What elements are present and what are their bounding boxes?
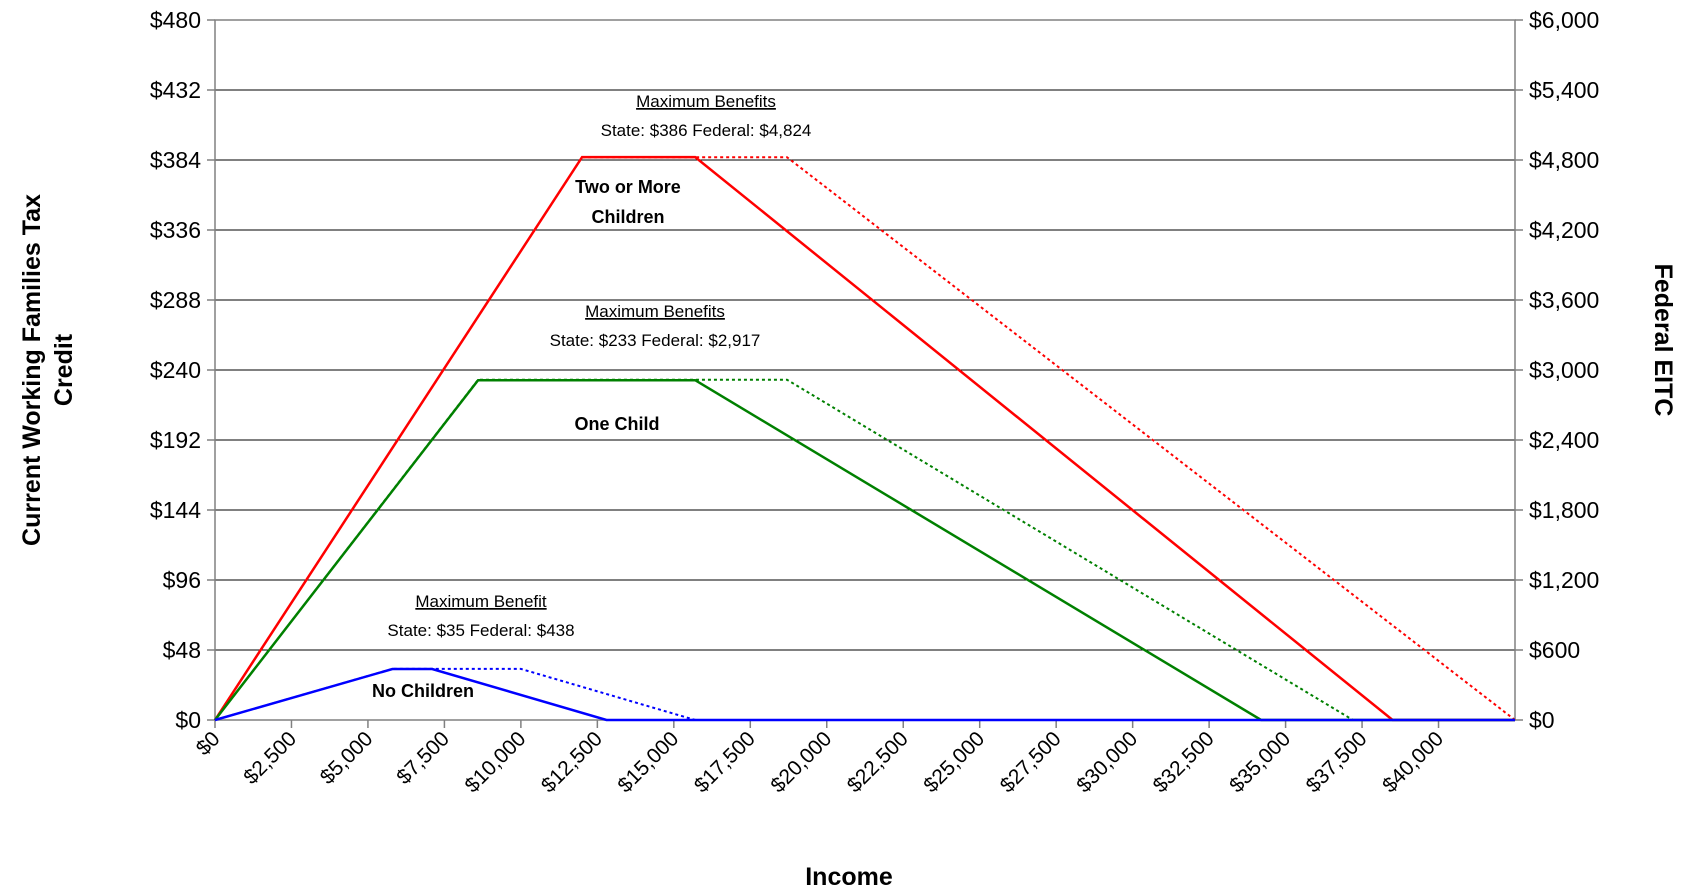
x-tick-label: $15,000 xyxy=(613,727,683,797)
annotation-no-children-text: State: $35 Federal: $438 xyxy=(387,621,574,640)
x-tick-label: $27,500 xyxy=(996,727,1066,797)
left-y-tick-label: $144 xyxy=(150,497,201,523)
gridlines xyxy=(215,89,1515,651)
series-line-no-children-right-dotted xyxy=(214,667,1515,721)
x-axis-title: Income xyxy=(805,863,893,891)
x-tick-labels: $0 $2,500 $5,000 $7,500 $10,000 $12,500 $15,00… xyxy=(192,727,1448,797)
x-tick-label: $20,000 xyxy=(766,727,836,797)
right-y-tick-label: $0 xyxy=(1529,707,1555,733)
x-tick-label: $35,000 xyxy=(1225,727,1295,797)
right-y-tick-label: $1,200 xyxy=(1529,567,1599,593)
right-y-tick-label: $2,400 xyxy=(1529,427,1599,453)
x-tick-label: $32,500 xyxy=(1149,727,1219,797)
x-tick-label: $12,500 xyxy=(537,727,607,797)
left-y-tick-label: $192 xyxy=(150,427,201,453)
x-tick-label: $17,500 xyxy=(690,727,760,797)
left-y-tick-labels: $0 $48 $96 $144 $192 $240 $288 $336 $384 $432 $480 xyxy=(150,7,201,733)
x-tick-label: $25,000 xyxy=(919,727,989,797)
x-tick-label: $30,000 xyxy=(1072,727,1142,797)
x-tick-label: $5,000 xyxy=(316,727,378,789)
right-y-tick-labels: $0 $600 $1,200 $1,800 $2,400 $3,000 $3,600 $4,2… xyxy=(1529,7,1599,733)
left-y-axis-title-line1: Current Working Families Tax xyxy=(18,194,46,546)
left-y-tick-label: $288 xyxy=(150,287,201,313)
left-y-tick-label: $480 xyxy=(150,7,201,33)
left-y-tick-label: $336 xyxy=(150,217,201,243)
annotation-one-child-heading: Maximum Benefits xyxy=(585,302,725,321)
right-y-tick-label: $3,600 xyxy=(1529,287,1599,313)
right-y-tick-label: $6,000 xyxy=(1529,7,1599,33)
left-y-axis-title-line2: Credit xyxy=(50,333,78,406)
series-lines xyxy=(213,155,1516,722)
series-label-two-or-more-line2: Children xyxy=(591,207,664,227)
x-tick-label: $37,500 xyxy=(1302,727,1372,797)
left-y-tick-label: $432 xyxy=(150,77,201,103)
right-y-tick-label: $4,200 xyxy=(1529,217,1599,243)
series-line-two-or-more-children-right-dotted xyxy=(214,156,1516,721)
annotation-no-children-heading: Maximum Benefit xyxy=(415,592,547,611)
axis-ticks xyxy=(207,19,1523,728)
annotation-two-children-text: State: $386 Federal: $4,824 xyxy=(601,121,812,140)
left-y-tick-label: $384 xyxy=(150,147,201,173)
annotation-two-children-heading: Maximum Benefits xyxy=(636,92,776,111)
annotation-one-child-text: State: $233 Federal: $2,917 xyxy=(550,331,761,350)
series-label-two-or-more-line1: Two or More xyxy=(575,177,681,197)
right-y-tick-label: $4,800 xyxy=(1529,147,1599,173)
left-y-tick-label: $96 xyxy=(163,567,201,593)
x-tick-label: $10,000 xyxy=(460,727,530,797)
right-y-axis-title: Federal EITC xyxy=(1649,264,1677,417)
x-tick-label: $40,000 xyxy=(1378,727,1448,797)
series-label-no-children: No Children xyxy=(372,681,474,701)
right-y-tick-label: $1,800 xyxy=(1529,497,1599,523)
left-y-tick-label: $48 xyxy=(163,637,201,663)
left-y-tick-label: $240 xyxy=(150,357,201,383)
series-label-one-child: One Child xyxy=(575,414,660,434)
right-y-tick-label: $3,000 xyxy=(1529,357,1599,383)
x-tick-label: $7,500 xyxy=(392,727,454,789)
x-tick-label: $2,500 xyxy=(239,727,301,789)
right-y-tick-label: $600 xyxy=(1529,637,1580,663)
x-tick-label: $22,500 xyxy=(843,727,913,797)
right-y-tick-label: $5,400 xyxy=(1529,77,1599,103)
left-y-tick-label: $0 xyxy=(175,707,201,733)
